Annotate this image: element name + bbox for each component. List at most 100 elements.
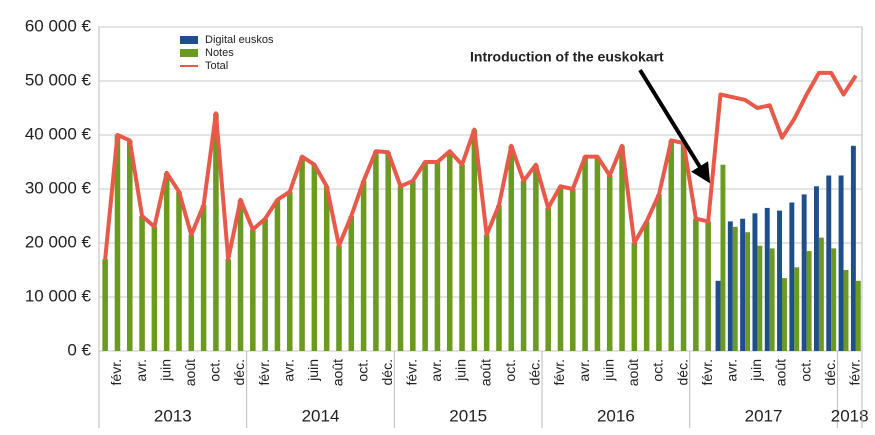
bar [139,216,145,351]
year-label: 2018 [831,406,869,425]
x-tick-label: août [330,359,346,386]
line [103,70,858,262]
y-tick-label: 60 000 € [25,16,92,35]
bar [102,259,108,351]
bar [496,205,502,351]
bar [176,191,182,351]
annotation: Introduction of the euskokart [470,49,664,65]
bar [471,129,478,351]
bar [520,180,527,351]
x-tick-label: août [773,359,789,386]
bar [483,234,490,351]
y-tick-label: 30 000 € [25,178,92,197]
bar [188,234,195,351]
bar [163,172,170,351]
x-tick-label: déc. [231,359,247,385]
bar [619,145,625,351]
bar [422,162,428,351]
year-label: 2014 [302,406,340,425]
bar [782,278,787,351]
bar [745,232,751,351]
bar [533,164,539,351]
x-tick-label: déc. [379,359,395,385]
bar [818,237,824,351]
bar [594,156,601,351]
bar [557,186,564,351]
y-tick-label: 40 000 € [25,124,92,143]
y-tick-label: 10 000 € [25,286,92,305]
legend-swatch [180,49,198,57]
x-tick-label: avr. [428,359,444,382]
x-tick-label: déc. [527,359,543,385]
bar [286,191,293,351]
bar [720,164,726,351]
legend-swatch [180,36,198,44]
bar [582,156,588,351]
bar [680,143,687,351]
bar [336,245,342,351]
bar [814,186,819,351]
x-tick-label: juin [305,359,321,382]
x-tick-label: déc. [674,359,690,385]
x-tick-label: oct. [354,359,370,382]
bar [727,221,733,351]
bar [323,186,330,351]
bar [777,210,783,351]
bar [656,194,662,351]
x-tick-label: août [182,359,198,386]
bar [757,245,763,351]
legend-label: Digital euskos [205,34,274,46]
x-tick-label: oct. [207,359,223,382]
bar [262,218,268,351]
bar [732,226,738,351]
x-tick-label: févr. [256,359,272,385]
bar [764,207,770,351]
bar [373,151,379,351]
x-tick-label: févr. [699,359,715,385]
bar [850,145,856,351]
bar [668,140,675,351]
bar [434,162,441,351]
bar [752,213,758,351]
x-tick-label: août [625,359,641,386]
x-tick-label: déc. [822,359,838,385]
x-tick-label: juin [748,359,764,382]
bar [606,175,613,351]
bar [114,135,121,351]
bar [643,221,650,351]
bar [789,202,795,351]
bar [855,280,861,351]
x-tick-label: févr. [108,359,124,385]
legend-label: Notes [205,47,234,59]
bar [545,207,551,351]
bar [570,189,576,351]
x-tick-label: juin [453,359,469,382]
bar [838,175,844,351]
bar [715,280,721,351]
x-tick-label: oct. [797,359,813,382]
y-tick-label: 20 000 € [25,232,92,251]
bar [397,186,404,351]
bar [806,251,812,351]
year-label: 2017 [745,406,783,425]
bar [360,180,367,351]
x-tick-label: avr. [723,359,739,382]
x-tick-label: juin [157,359,173,382]
bar [299,156,305,351]
bar [631,243,638,351]
bar [801,194,807,351]
x-tick-label: oct. [502,359,518,382]
annotation-arrow [638,68,711,184]
bar [410,180,416,351]
x-tick-label: avr. [576,359,592,382]
bar [740,218,746,351]
bar [213,113,219,352]
bar [225,259,231,351]
x-tick-label: févr. [551,359,567,385]
bar [311,164,318,351]
year-label: 2016 [597,406,635,425]
bar [794,267,800,351]
bar [831,248,837,351]
bar [385,152,391,351]
